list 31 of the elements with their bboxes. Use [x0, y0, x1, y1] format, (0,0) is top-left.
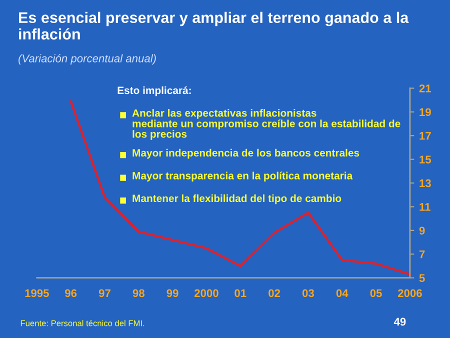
- y-tick-label: 5: [419, 274, 425, 282]
- x-tick-label: 04: [336, 289, 348, 298]
- y-tick-label: 19: [420, 108, 431, 116]
- x-tick-label: 2006: [398, 289, 422, 298]
- x-tick-label: 01: [234, 289, 246, 298]
- chart-title: Es esencial preservar y ampliar el terreno ganado a la inflación: [19, 12, 409, 40]
- y-tick-label: 7: [419, 250, 425, 258]
- x-tick-label: 02: [268, 289, 280, 298]
- y-tick-label: 17: [420, 132, 431, 140]
- y-tick-label: 11: [420, 203, 430, 211]
- y-tick-label: 9: [419, 226, 425, 235]
- y-tick-label: 13: [420, 179, 431, 188]
- x-tick-label: 97: [98, 289, 110, 298]
- annotation: Mantener la flexibilidad del tipo de cambio: [132, 194, 342, 204]
- y-tick-label: 15: [420, 156, 432, 164]
- x-tick-label: 03: [302, 289, 314, 298]
- x-tick-label: 99: [166, 289, 178, 298]
- x-tick-label: 1995: [25, 289, 49, 298]
- x-tick-label: 2000: [194, 289, 218, 298]
- chart-subtitle: (Variación porcentual anual): [18, 54, 156, 65]
- annotation: Esto implicará:: [118, 86, 191, 96]
- y-tick-label: 21: [419, 84, 432, 92]
- source-note: Fuente: Personal técnico del FMI.: [20, 320, 144, 326]
- x-tick-label: 98: [132, 289, 144, 298]
- annotation: Mayor independencia de los bancos centrales: [132, 148, 360, 159]
- annotation: Anclar las expectativas inflacionistas mediante un compromiso creíble con la estabilidad de los precios: [132, 109, 400, 140]
- x-tick-label: 05: [370, 289, 382, 298]
- line-series: [70, 100, 412, 276]
- annotation: Mayor transparencia en la política monetaria: [132, 172, 353, 182]
- x-tick-label: 96: [65, 289, 77, 298]
- text: 49: [394, 318, 406, 326]
